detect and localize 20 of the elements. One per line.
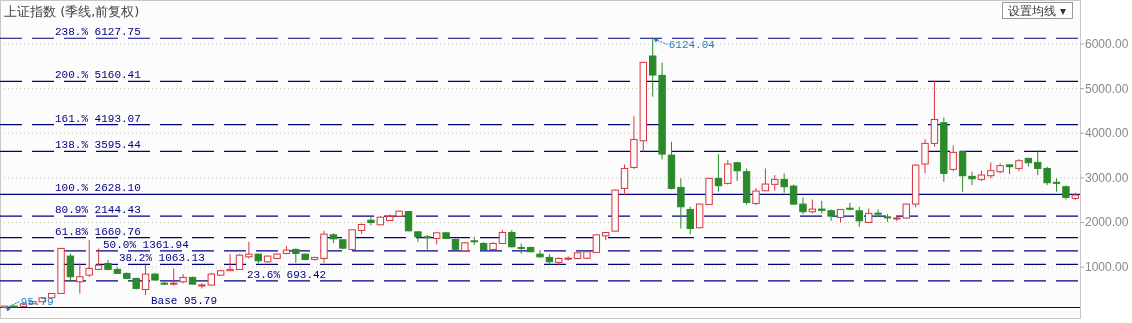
ref-line-label: 200.% 5160.41 bbox=[55, 69, 142, 82]
ref-line-label: 161.% 4193.07 bbox=[55, 112, 141, 125]
y-tick-label: 5000.00 bbox=[1085, 81, 1129, 96]
ref-line-label: 23.6% 693.42 bbox=[247, 268, 327, 281]
y-tick-label: 6000.00 bbox=[1085, 36, 1129, 51]
annotation: 设置均线 ▾ bbox=[1008, 4, 1066, 18]
ref-line-label: 61.8% 1660.76 bbox=[55, 225, 141, 238]
y-tick-label: 1000.00 bbox=[1085, 260, 1129, 275]
ref-line-label: 100.% 2628.10 bbox=[55, 182, 141, 195]
ref-line-label: 38.2% 1063.13 bbox=[119, 252, 205, 265]
annotation: 6124.04 bbox=[668, 39, 716, 52]
y-tick-label: 4000.00 bbox=[1085, 126, 1129, 141]
ref-line-label: 238.% 6127.75 bbox=[55, 26, 141, 39]
ref-line-label: 50.0% 1361.94 bbox=[103, 238, 190, 251]
y-tick-label: 2000.00 bbox=[1085, 215, 1129, 230]
ref-line-label: 80.9% 2144.43 bbox=[55, 204, 141, 217]
ref-line-label: 138.% 3595.44 bbox=[55, 139, 142, 152]
ref-line-label: Base 95.79 bbox=[151, 295, 218, 308]
y-tick-label: 3000.00 bbox=[1085, 170, 1129, 185]
chart-title: 上证指数 (季线,前复权) bbox=[4, 4, 140, 19]
